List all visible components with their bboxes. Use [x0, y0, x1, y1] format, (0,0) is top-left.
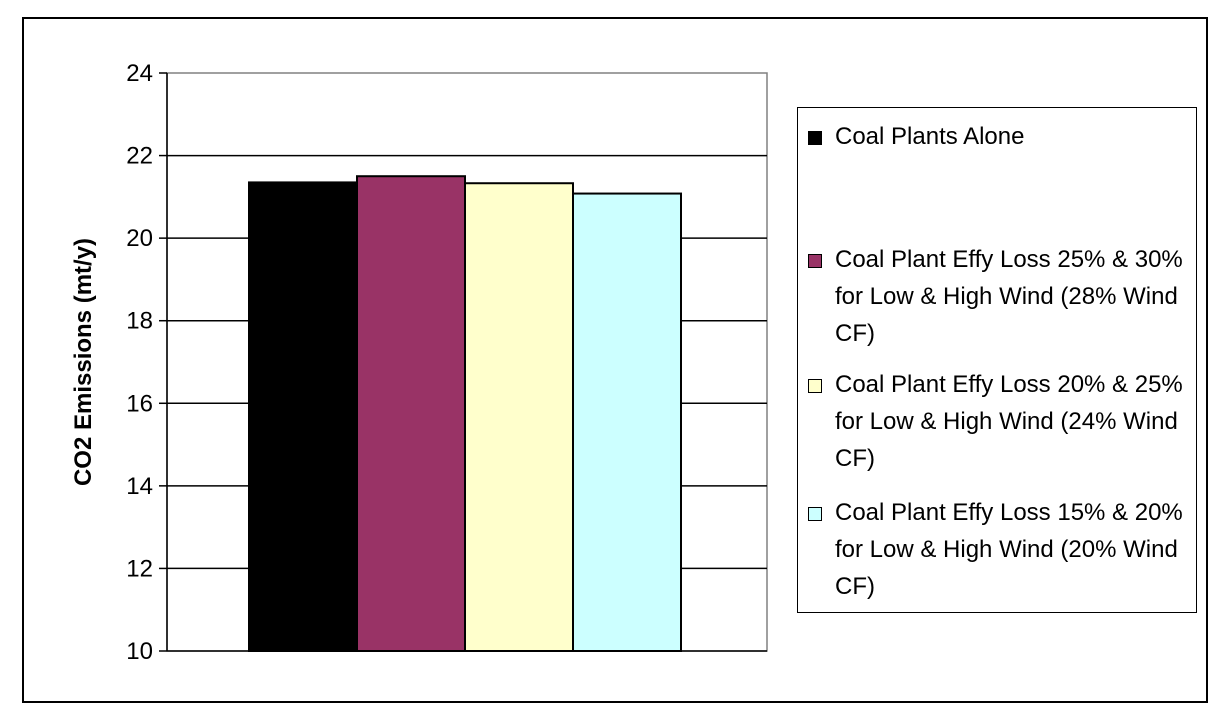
- y-tick-label: 20: [126, 225, 153, 252]
- y-axis-title: CO2 Emissions (mt/y): [70, 238, 97, 486]
- bars: [248, 175, 682, 653]
- y-tick-label: 12: [126, 555, 153, 582]
- legend-swatch: [808, 379, 822, 393]
- y-tick-label: 24: [126, 60, 153, 87]
- bar: [356, 175, 466, 652]
- y-axis-ticks: 10 12 14 16 18 20 22 24: [126, 60, 167, 665]
- legend-label: Coal Plant Effy Loss 20% & 25% for Low &…: [835, 371, 1183, 472]
- legend-label: Coal Plant Effy Loss 15% & 20% for Low &…: [835, 499, 1183, 600]
- legend-swatch: [808, 507, 822, 521]
- legend-swatch: [808, 131, 822, 145]
- legend-label: Coal Plant Effy Loss 25% & 30% for Low &…: [835, 246, 1183, 347]
- bar: [248, 181, 358, 653]
- y-tick-label: 14: [126, 473, 153, 500]
- bar: [464, 182, 574, 653]
- legend: Coal Plants Alone Coal Plant Effy Loss 2…: [797, 107, 1197, 613]
- legend-swatch: [808, 254, 822, 268]
- legend-label: Coal Plants Alone: [835, 123, 1025, 150]
- y-tick-label: 16: [126, 390, 153, 417]
- bar: [572, 192, 682, 652]
- y-tick-label: 22: [126, 143, 153, 170]
- y-tick-label: 10: [126, 638, 153, 665]
- y-tick-label: 18: [126, 308, 153, 335]
